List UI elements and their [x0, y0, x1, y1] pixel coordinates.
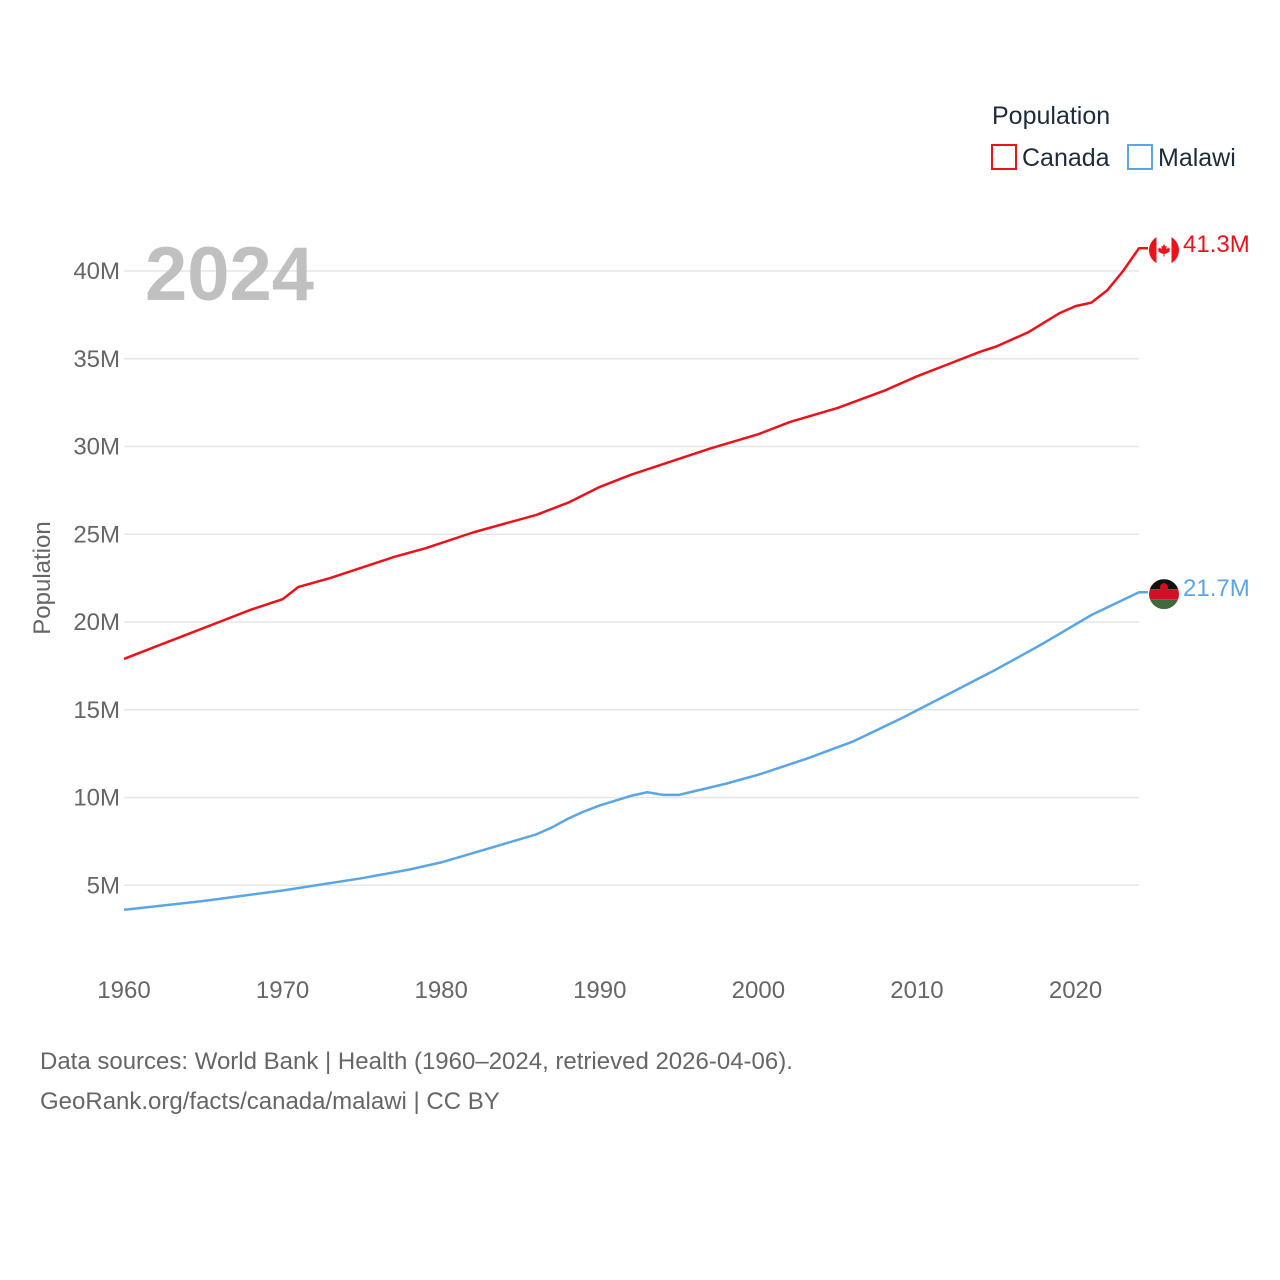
malawi-flag-icon [1149, 579, 1179, 610]
series-lines [123, 246, 1148, 912]
legend-title: Population [992, 102, 1110, 130]
y-axis-title: Population [29, 521, 56, 634]
gridlines [124, 270, 1139, 886]
y-tick-label: 10M [73, 785, 120, 812]
year-watermark: 2024 [145, 232, 314, 317]
x-axis-ticks: 1960 1970 1980 1990 2000 2010 2020 [97, 977, 1102, 1004]
footer: Data sources: World Bank | Health (1960–… [40, 1042, 793, 1122]
legend-label-malawi[interactable]: Malawi [1158, 144, 1236, 172]
end-value-label-malawi: 21.7M [1183, 575, 1250, 602]
x-tick-label: 2010 [890, 977, 943, 1004]
y-tick-label: 35M [73, 346, 120, 373]
x-tick-label: 2000 [732, 977, 785, 1004]
legend-swatch-malawi[interactable] [1127, 144, 1153, 170]
source-link[interactable]: GeoRank.org/facts/canada/malawi | CC BY [40, 1088, 500, 1115]
end-value-label-canada: 41.3M [1183, 231, 1250, 258]
y-tick-label: 40M [73, 258, 120, 285]
x-tick-label: 1990 [573, 977, 626, 1004]
canada-flag-icon [1149, 235, 1179, 266]
legend: Population Canada Malawi [991, 102, 1236, 172]
data-sources-note: Data sources: World Bank | Health (1960–… [40, 1048, 793, 1075]
y-tick-label: 25M [73, 521, 120, 548]
x-tick-label: 1980 [414, 977, 467, 1004]
y-axis-ticks: 5M 10M 15M 20M 25M 30M 35M 40M [73, 258, 120, 899]
y-tick-label: 15M [73, 697, 120, 724]
y-tick-label: 20M [73, 609, 120, 636]
series-line-malawi[interactable] [123, 590, 1148, 912]
population-chart: 5M 10M 15M 20M 25M 30M 35M 40M 1960 1970 1980 1990… [29, 102, 1250, 1004]
y-tick-label: 30M [73, 434, 120, 461]
y-tick-label: 5M [87, 872, 120, 899]
x-tick-label: 2020 [1049, 977, 1102, 1004]
series-line-canada[interactable] [123, 246, 1148, 661]
legend-swatch-canada[interactable] [991, 144, 1017, 170]
x-tick-label: 1960 [97, 977, 150, 1004]
legend-label-canada[interactable]: Canada [1022, 144, 1110, 172]
x-tick-label: 1970 [256, 977, 309, 1004]
